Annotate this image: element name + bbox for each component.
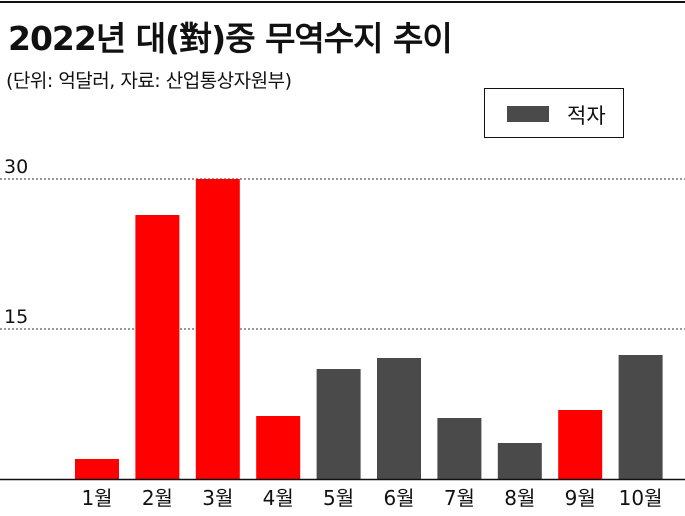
legend: 적자 xyxy=(484,88,624,138)
chart-subtitle: (단위: 억달러, 자료: 산업통상자원부) xyxy=(6,70,292,92)
y-tick-label: 30 xyxy=(4,156,28,178)
legend-label-deficit: 적자 xyxy=(567,104,606,128)
bar-5 xyxy=(316,369,361,479)
bar-9 xyxy=(558,410,603,479)
x-tick-label: 2월 xyxy=(142,486,173,510)
bar-6 xyxy=(377,358,421,479)
bar-3 xyxy=(195,179,240,479)
top-rule xyxy=(0,1,685,3)
x-tick-label: 5월 xyxy=(323,486,354,510)
legend-swatch-deficit xyxy=(507,106,549,122)
bar-10 xyxy=(618,355,663,479)
x-tick-label: 6월 xyxy=(383,486,414,510)
bar-7 xyxy=(437,418,482,479)
chart-title: 2022년 대(對)중 무역수지 추이 xyxy=(8,19,453,58)
bar-8 xyxy=(497,443,542,479)
x-tick-label: 4월 xyxy=(263,486,294,510)
bar-4 xyxy=(256,416,301,479)
x-tick-label: 9월 xyxy=(565,486,596,510)
x-tick-label: 1월 xyxy=(81,486,112,510)
bar-2 xyxy=(135,215,180,479)
y-tick-label: 15 xyxy=(4,306,28,328)
x-tick-label: 10월 xyxy=(619,486,663,510)
x-tick-label: 3월 xyxy=(202,486,233,510)
x-tick-label: 8월 xyxy=(504,486,535,510)
bar-1 xyxy=(75,459,119,479)
x-tick-label: 7월 xyxy=(444,486,475,510)
